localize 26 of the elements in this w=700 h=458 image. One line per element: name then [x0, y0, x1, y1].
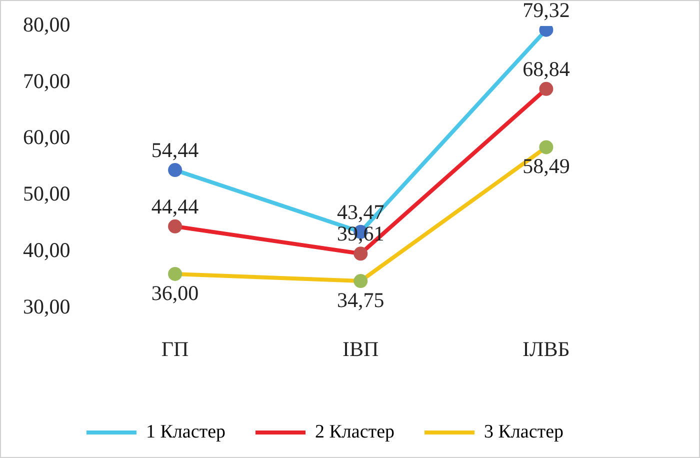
point — [354, 274, 368, 288]
point — [354, 246, 368, 261]
point — [539, 82, 554, 96]
y-tick-label: 30,00 — [23, 294, 70, 318]
data-label: 34,75 — [337, 288, 384, 312]
y-tick-label: 50,00 — [23, 182, 70, 206]
y-tick-label: 60,00 — [23, 125, 70, 150]
legend-label: 2 Кластер — [314, 421, 395, 442]
point — [539, 140, 554, 154]
data-label: 58,49 — [522, 154, 570, 178]
y-tick-label: 80,00 — [23, 12, 70, 37]
data-label: 68,84 — [522, 56, 570, 81]
data-label: 54,44 — [151, 138, 200, 162]
point — [168, 163, 182, 178]
point — [168, 266, 182, 281]
legend-label: 1 Кластер — [146, 421, 226, 442]
data-label: 36,00 — [151, 281, 199, 305]
x-tick-label: ГП — [161, 336, 189, 361]
x-tick-label: ІВП — [342, 336, 379, 361]
point — [168, 219, 182, 234]
x-tick-label: ІЛВБ — [522, 336, 570, 361]
y-tick-label: 40,00 — [23, 238, 70, 262]
legend-label: 3 Кластер — [484, 421, 564, 442]
y-tick-label: 70,00 — [23, 68, 70, 93]
data-label: 79,32 — [522, 0, 570, 22]
data-label: 44,44 — [151, 194, 200, 218]
